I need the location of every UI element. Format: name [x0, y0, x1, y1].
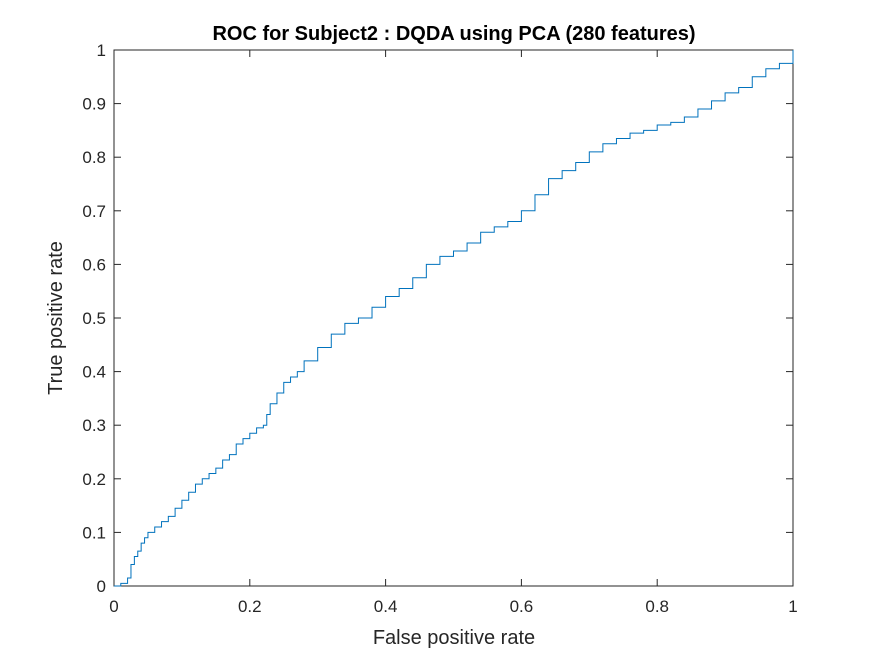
- y-tick-label: 0.6: [82, 255, 106, 274]
- x-tick-label: 0.8: [645, 597, 669, 616]
- y-tick-label: 0.5: [82, 309, 106, 328]
- x-axis-label: False positive rate: [373, 627, 535, 649]
- y-tick-label: 0.3: [82, 416, 106, 435]
- x-tick-label: 0: [109, 597, 118, 616]
- plot-area: 0 0.2 0.4 0.6 0.8 1 0 0.1 0.2 0.3 0.4 0.5 0.6 0.7 0.8…: [82, 41, 797, 616]
- y-tick-label: 0.8: [82, 148, 106, 167]
- y-axis-label: True positive rate: [45, 241, 67, 395]
- x-axis-ticks: 0 0.2 0.4 0.6 0.8 1: [109, 50, 798, 616]
- x-tick-label: 0.2: [238, 597, 262, 616]
- x-tick-label: 0.4: [374, 597, 398, 616]
- x-tick-label: 1: [788, 597, 797, 616]
- y-tick-label: 1: [97, 41, 106, 60]
- y-tick-label: 0: [97, 577, 106, 596]
- chart-title: ROC for Subject2 : DQDA using PCA (280 f…: [212, 23, 695, 45]
- x-tick-label: 0.6: [510, 597, 534, 616]
- y-tick-label: 0.7: [82, 202, 106, 221]
- axes-box: [113, 49, 794, 587]
- y-tick-label: 0.9: [82, 95, 106, 114]
- y-tick-label: 0.2: [82, 470, 106, 489]
- y-tick-label: 0.1: [82, 523, 106, 542]
- y-tick-label: 0.4: [82, 363, 106, 382]
- roc-curve-line: [114, 50, 794, 587]
